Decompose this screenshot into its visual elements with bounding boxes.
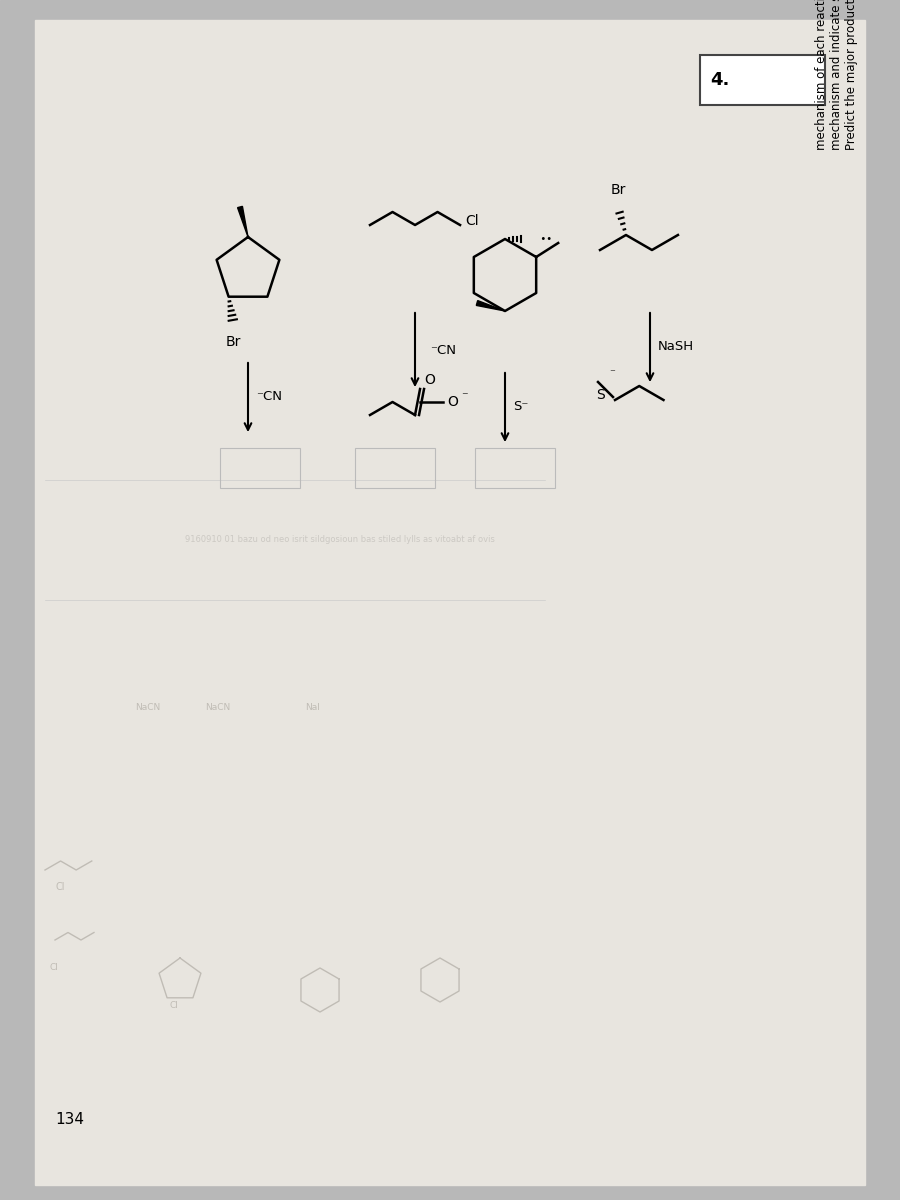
- Text: NaI: NaI: [305, 703, 320, 712]
- Text: Cl: Cl: [55, 882, 65, 892]
- Text: ⁻: ⁻: [461, 390, 468, 403]
- Text: ⁻CN: ⁻CN: [256, 390, 282, 403]
- FancyBboxPatch shape: [700, 55, 825, 104]
- Text: NaCN: NaCN: [205, 703, 230, 712]
- Text: Cl: Cl: [170, 1001, 179, 1010]
- Text: mechanism and indicate stereochemistry where appropriate.  Use curved arrows to : mechanism and indicate stereochemistry w…: [830, 0, 843, 150]
- Text: ••: ••: [531, 234, 552, 244]
- Text: mechanism of each reaction.: mechanism of each reaction.: [815, 0, 828, 150]
- Text: 4.: 4.: [710, 71, 729, 89]
- Bar: [220, 448, 300, 488]
- Text: Cl: Cl: [50, 962, 58, 972]
- Text: O: O: [424, 373, 435, 386]
- Text: Br: Br: [226, 335, 241, 349]
- Text: O: O: [447, 395, 458, 409]
- Polygon shape: [476, 300, 505, 311]
- Polygon shape: [238, 206, 248, 236]
- Text: NaSH: NaSH: [658, 341, 694, 354]
- Bar: [355, 448, 435, 488]
- Text: ⁻: ⁻: [609, 368, 615, 378]
- Text: Cl: Cl: [465, 214, 479, 228]
- Text: S⁻: S⁻: [513, 401, 528, 414]
- Text: 9160910 01 bazu od neo isrit sildgosioun bas stiled lylls as vitoabt af ovis: 9160910 01 bazu od neo isrit sildgosioun…: [185, 535, 495, 545]
- Text: NaCN: NaCN: [135, 703, 160, 712]
- Bar: [475, 448, 555, 488]
- Text: Br: Br: [610, 182, 626, 197]
- Text: Predict the major product that would be prepared from the following reactions th: Predict the major product that would be …: [845, 0, 858, 150]
- Text: S: S: [596, 388, 605, 402]
- Text: 134: 134: [55, 1112, 84, 1128]
- Text: ⁻CN: ⁻CN: [430, 343, 456, 356]
